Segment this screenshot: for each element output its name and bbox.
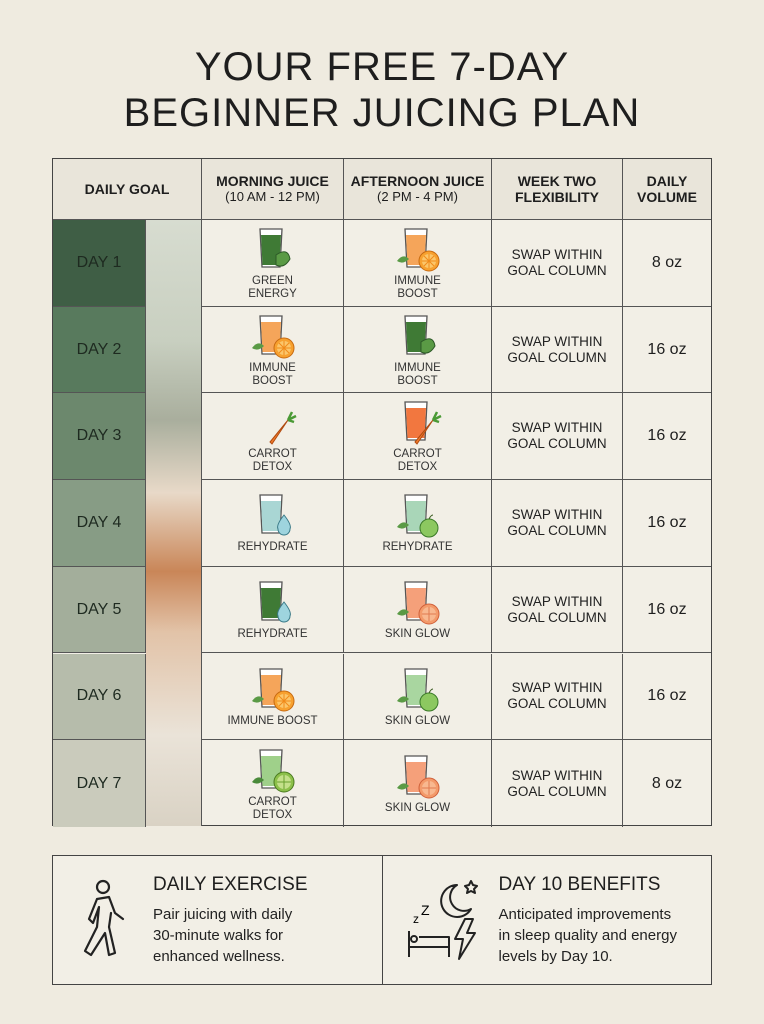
- header-week-two: WEEK TWO FLEXIBILITY: [492, 159, 623, 220]
- morning-juice-cell: IMMUNE BOOST: [202, 306, 344, 394]
- orange-juice-icon: [396, 228, 439, 272]
- day-label: DAY 3: [53, 393, 146, 481]
- page-title: YOUR FREE 7-DAY BEGINNER JUICING PLAN: [123, 45, 641, 135]
- orange-juice-icon: [251, 314, 294, 359]
- day-10-benefits-box: z Z DAY 10 BENEFITS Anticipated improvem…: [381, 856, 712, 984]
- day-label: DAY 6: [53, 653, 146, 741]
- daily-volume: 8 oz: [623, 220, 711, 307]
- sleep-energy-icon: z Z: [407, 880, 478, 960]
- woman-drinking-juice-photo: [146, 220, 202, 826]
- daily-volume: 8 oz: [651, 774, 683, 792]
- carrot-juice-icon: [268, 411, 297, 446]
- morning-juice-cell: REHYDRATE: [202, 566, 344, 654]
- header-afternoon: AFTERNOON JUICE (2 PM - 4 PM): [344, 159, 492, 220]
- daily-volume: 16 oz: [623, 393, 711, 481]
- afternoon-juice-cell: IMMUNE BOOST: [344, 220, 492, 307]
- orange-juice-icon: [251, 668, 294, 712]
- leaf-juice-icon: [403, 314, 436, 355]
- droplet-juice-icon: [258, 494, 291, 536]
- day-label: DAY 7: [53, 740, 146, 827]
- daily-volume: 16 oz: [623, 307, 711, 394]
- morning-juice-cell: CARROT DETOX: [202, 393, 344, 481]
- tips-panel: DAILY EXERCISE Pair juicing with daily 30…: [52, 855, 712, 985]
- week-two-flexibility: SWAP WITHIN GOAL COLUMN: [492, 653, 623, 741]
- afternoon-juice-cell: SKIN GLOW: [344, 740, 492, 827]
- week-two-flexibility: SWAP WITHIN GOAL COLUMN: [492, 740, 623, 827]
- afternoon-juice-cell: CARROT DETOX: [344, 393, 492, 481]
- daily-volume: 16 oz: [623, 654, 711, 741]
- morning-juice-cell: REHYDRATE: [202, 480, 344, 567]
- week-two-flexibility: SWAP WITHIN GOAL COLUMN: [492, 306, 623, 394]
- svg-text:Z: Z: [421, 902, 430, 918]
- carrot-juice-icon: [403, 401, 442, 446]
- day-label: DAY 2: [53, 306, 146, 394]
- svg-text:z: z: [413, 912, 419, 926]
- day-label: DAY 5: [53, 566, 146, 654]
- grapefruit-juice-icon: [396, 755, 439, 799]
- walking-person-icon: [83, 879, 125, 957]
- header-morning: MORNING JUICE (10 AM - 12 PM): [202, 159, 344, 220]
- daily-volume: 16 oz: [623, 480, 711, 567]
- leaf-juice-icon: [258, 228, 291, 268]
- lime-juice-icon: [251, 748, 294, 793]
- week-two-flexibility: SWAP WITHIN GOAL COLUMN: [492, 566, 623, 654]
- week-two-flexibility: SWAP WITHIN GOAL COLUMN: [492, 393, 623, 481]
- grapefruit-juice-icon: [396, 581, 439, 625]
- header-daily-goal: DAILY GOAL: [53, 159, 202, 220]
- afternoon-juice-cell: SKIN GLOW: [344, 653, 492, 741]
- afternoon-juice-cell: REHYDRATE: [344, 480, 492, 567]
- morning-juice-cell: GREEN ENERGY: [202, 220, 344, 307]
- day-label: DAY 1: [53, 220, 146, 307]
- week-two-flexibility: SWAP WITHIN GOAL COLUMN: [492, 480, 623, 567]
- day-label: DAY 4: [53, 480, 146, 567]
- apple-juice-icon: [396, 668, 438, 712]
- daily-exercise-box: DAILY EXERCISE Pair juicing with daily 30…: [53, 856, 382, 984]
- apple-juice-icon: [396, 494, 438, 538]
- droplet-juice-icon: [258, 581, 291, 623]
- week-two-flexibility: SWAP WITHIN GOAL COLUMN: [492, 220, 623, 307]
- afternoon-juice-cell: SKIN GLOW: [344, 566, 492, 654]
- header-volume: DAILY VOLUME: [623, 159, 711, 220]
- morning-juice-cell: CARROT DETOX: [202, 740, 344, 827]
- juicing-plan-table: DAILY GOAL MORNING JUICE (10 AM - 12 PM) …: [52, 158, 712, 827]
- morning-juice-cell: IMMUNE BOOST: [202, 653, 344, 741]
- daily-volume: 16 oz: [623, 567, 711, 654]
- afternoon-juice-cell: IMMUNE BOOST: [344, 306, 492, 394]
